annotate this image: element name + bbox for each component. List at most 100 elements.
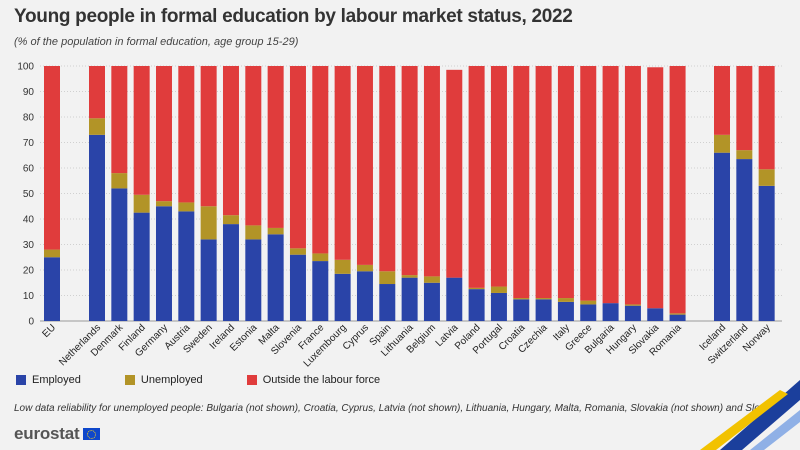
bar-segment-employed — [289, 254, 306, 321]
y-tick-label: 80 — [23, 113, 35, 124]
bar-segment-outside — [334, 66, 351, 260]
bar-segment-employed — [401, 277, 418, 321]
bar-segment-employed — [312, 261, 329, 321]
legend-swatch-outside — [246, 375, 257, 385]
bar-segment-unemployed — [334, 259, 351, 274]
bar-segment-employed — [267, 234, 284, 321]
bar-segment-outside — [535, 66, 552, 299]
bar-segment-employed — [714, 152, 730, 321]
bar-segment-outside — [200, 66, 217, 207]
bar-segment-employed — [580, 304, 597, 321]
bar-segment-outside — [446, 69, 463, 278]
corner-decoration — [700, 380, 800, 450]
legend-label-employed: Employed — [32, 374, 81, 386]
bar-segment-outside — [758, 66, 775, 170]
bar-segment-unemployed — [557, 298, 574, 302]
bar-segment-outside — [44, 66, 60, 250]
bar-segment-outside — [155, 66, 172, 202]
bar-segment-employed — [423, 282, 440, 321]
bar-segment-outside — [267, 66, 284, 228]
bar-segment-employed — [624, 305, 641, 321]
bar-segment-employed — [155, 206, 172, 321]
legend: Employed Unemployed Outside the labour f… — [16, 374, 380, 386]
bar-segment-unemployed — [624, 304, 641, 306]
bar-segment-unemployed — [758, 169, 775, 186]
logo-text: eurostat — [14, 424, 80, 443]
bar-segment-unemployed — [535, 298, 552, 300]
bar-segment-employed — [736, 159, 753, 321]
bar-segment-employed — [334, 273, 351, 321]
bar-segment-outside — [490, 66, 507, 287]
bar-segment-outside — [89, 66, 105, 119]
bar-segment-outside — [647, 67, 664, 309]
bar-segment-unemployed — [490, 286, 507, 293]
bar-segment-outside — [133, 66, 150, 195]
bar-segment-employed — [200, 239, 217, 321]
y-tick-label: 90 — [23, 87, 35, 98]
bar-segment-employed — [356, 271, 373, 321]
y-tick-label: 20 — [23, 266, 35, 277]
bar-segment-employed — [89, 134, 105, 321]
y-tick-label: 70 — [23, 138, 35, 149]
bar-segment-unemployed — [44, 249, 60, 258]
legend-swatch-employed — [16, 375, 26, 385]
bar-segment-outside — [557, 66, 574, 299]
y-tick-label: 100 — [17, 62, 34, 73]
bar-segment-employed — [468, 289, 485, 322]
footnote: Low data reliability for unemployed peop… — [14, 403, 784, 414]
bar-segment-unemployed — [356, 264, 373, 272]
x-axis-labels: EU NetherlandsDenmarkFinlandGermanyAustri… — [41, 322, 773, 370]
bar-segment-outside — [423, 66, 440, 277]
bar-segment-unemployed — [111, 173, 128, 189]
y-tick-label: 0 — [28, 317, 34, 328]
bar-segment-outside — [602, 66, 619, 304]
bar-segment-unemployed — [669, 313, 686, 315]
legend-label-outside: Outside the labour force — [262, 374, 381, 386]
x-tick-label: EU — [41, 322, 59, 340]
bar-segment-employed — [669, 314, 686, 322]
bar-segment-outside — [178, 66, 195, 203]
deco-stripe-yellow — [700, 390, 788, 450]
bar-segment-employed — [513, 299, 530, 321]
bar-segment-outside — [289, 66, 306, 249]
bar-segment-employed — [178, 211, 195, 321]
legend-swatch-unemployed — [124, 375, 135, 385]
bar-segment-unemployed — [178, 202, 195, 212]
bar-segment-employed — [758, 185, 775, 321]
bar-segment-employed — [111, 188, 128, 321]
eu-flag-icon — [83, 428, 101, 440]
y-axis-ticks: 0 10 20 30 40 50 60 70 80 90 100 — [17, 62, 34, 328]
bar-segment-employed — [133, 212, 150, 322]
deco-stripe-lightblue — [750, 410, 800, 450]
y-tick-label: 60 — [23, 164, 35, 175]
bar-segment-unemployed — [245, 225, 262, 240]
bar-segment-outside — [356, 66, 373, 265]
legend-item-unemployed: Unemployed — [124, 374, 203, 386]
bar-segment-employed — [490, 292, 507, 321]
y-tick-label: 10 — [23, 291, 35, 302]
bar-segment-unemployed — [312, 253, 329, 262]
bar-segment-unemployed — [714, 134, 730, 153]
bar-segment-outside — [714, 66, 730, 135]
legend-label-unemployed: Unemployed — [140, 374, 203, 386]
bar-segment-outside — [379, 66, 396, 272]
bar-segment-outside — [468, 66, 485, 288]
bar-segment-unemployed — [222, 215, 239, 225]
stacked-bar-chart: 0 10 20 30 40 50 60 70 80 90 100 EU NetherlandsDenm… — [17, 62, 782, 370]
legend-item-outside: Outside the labour force — [246, 374, 381, 386]
bar-segment-employed — [557, 301, 574, 322]
bar-segment-unemployed — [89, 118, 105, 135]
bar-segment-outside — [222, 66, 239, 216]
bar-segment-unemployed — [133, 194, 150, 213]
bar-segment-outside — [736, 66, 753, 151]
bar-segment-employed — [222, 224, 239, 321]
y-tick-label: 40 — [23, 215, 35, 226]
bar-segment-unemployed — [468, 287, 485, 290]
bar-segment-employed — [44, 257, 60, 321]
bar-segment-outside — [580, 66, 597, 301]
bar-segment-unemployed — [379, 271, 396, 285]
bar-segment-employed — [647, 308, 664, 321]
bar-segment-unemployed — [423, 276, 440, 283]
bar-segment-employed — [379, 284, 396, 321]
bar-segment-employed — [245, 239, 262, 321]
